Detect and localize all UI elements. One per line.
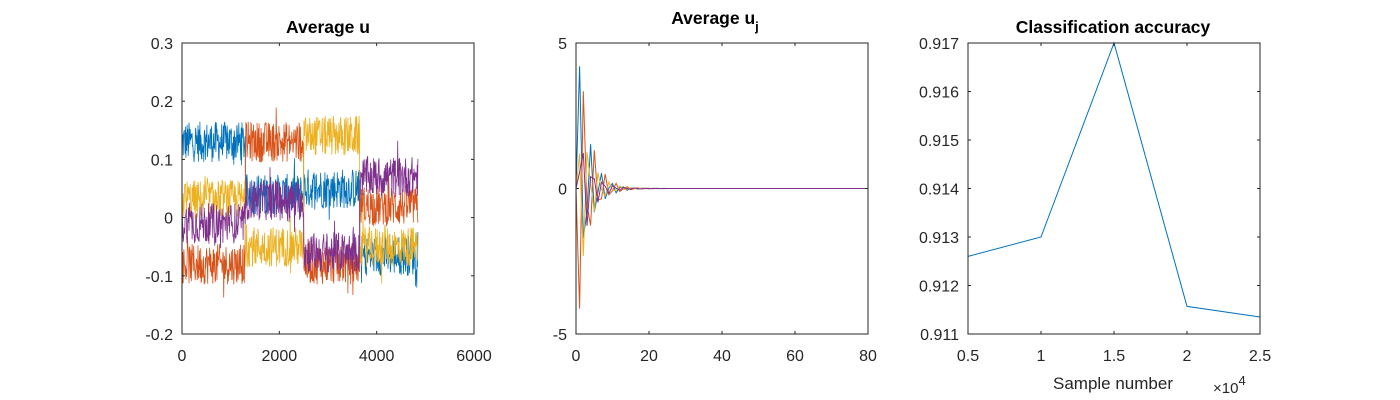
chart-title: Average uj [671,8,759,34]
y-tick-label: 0 [558,182,567,199]
y-tick-label: 5 [558,36,567,53]
series-line [967,41,1261,318]
x-tick-label: 2 [1183,348,1192,365]
panel-average-uj: Average uj 0 20 40 60 80 -5 0 5 [553,8,877,365]
y-tick-label: 0.916 [919,85,959,102]
x-axis-label: Sample number [1053,374,1173,393]
series-line [575,152,868,226]
x-tick-label: 60 [786,348,804,365]
x-tick-label: 6000 [456,348,492,365]
axes-box [181,42,475,335]
x-axis-exponent-power: 4 [1238,373,1245,388]
ticks: 0.5 1 1.5 2 2.5 0.911 0.912 0.913 0.914 0.915 0.91… [919,36,1271,365]
y-tick-label: 0.3 [151,36,173,53]
y-tick-label: 0.917 [919,36,959,53]
x-tick-label: 1 [1037,348,1046,365]
y-tick-label: -0.2 [145,327,173,344]
plot-area [575,66,868,309]
series-line [575,66,868,238]
panel-classification-accuracy: Classification accuracy 0.5 1 1.5 2 2.5 0.911… [919,17,1271,397]
y-tick-label: 0.914 [919,182,959,199]
y-tick-label: 0 [164,211,173,228]
axes-box [967,42,1261,335]
ticks: 0 2000 4000 6000 -0.2 -0.1 0 0.1 0.2 0.3 [145,36,491,365]
x-axis-exponent: ×104 [1213,373,1246,397]
panel-average-u: Average u 0 2000 4000 6000 -0.2 -0.1 0 0.1 0.2 0.… [145,17,491,365]
x-tick-label: 80 [859,348,877,365]
x-tick-label: 20 [640,348,658,365]
y-tick-label: 0.1 [151,152,173,169]
y-tick-label: 0.915 [919,133,959,150]
series-line [181,107,419,298]
series-line [575,91,868,309]
x-tick-label: 2000 [262,348,298,365]
x-tick-label: 0 [572,348,581,365]
plot-area [967,41,1261,318]
series-line [575,152,868,256]
series-line [181,140,419,275]
x-tick-label: 0 [178,348,187,365]
x-axis-exponent-base: ×10 [1213,380,1238,397]
chart-title: Classification accuracy [1016,17,1211,37]
x-tick-label: 2.5 [1249,348,1271,365]
chart-title-main: Average u [671,8,755,28]
x-tick-label: 4000 [359,348,395,365]
y-tick-label: -0.1 [145,269,173,286]
y-tick-label: 0.2 [151,94,173,111]
y-tick-label: 0.912 [919,279,959,296]
chart-title: Average u [286,17,370,37]
ticks: 0 20 40 60 80 -5 0 5 [553,36,877,365]
plot-area [181,107,419,298]
y-tick-label: 0.911 [920,327,959,344]
y-tick-label: 0.913 [919,230,959,247]
chart-title-subscript: j [754,19,759,34]
x-tick-label: 1.5 [1103,348,1125,365]
x-tick-label: 0.5 [957,348,979,365]
y-tick-label: -5 [553,327,567,344]
series-line [181,115,419,284]
x-tick-label: 40 [713,348,731,365]
